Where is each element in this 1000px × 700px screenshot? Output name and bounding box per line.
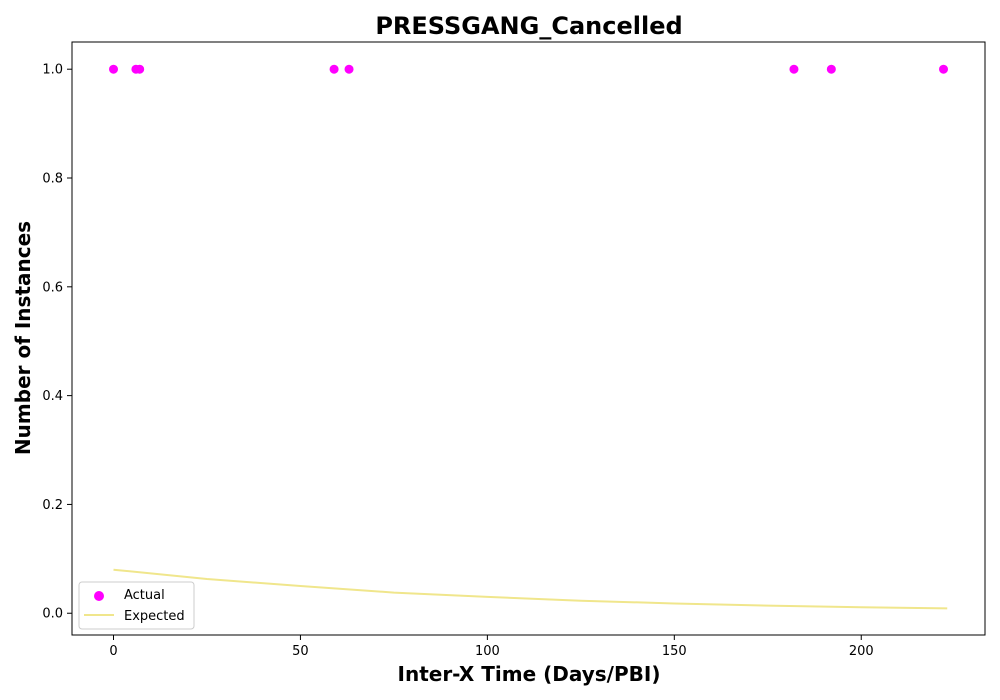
x-tick-label: 100 bbox=[475, 644, 500, 659]
y-axis-title: Number of Instances bbox=[11, 221, 35, 455]
plot-frame bbox=[71, 41, 986, 636]
y-tick-label: 1.0 bbox=[42, 63, 63, 78]
y-tick-label: 0.4 bbox=[42, 389, 63, 404]
expected-series bbox=[113, 568, 948, 610]
actual-point bbox=[826, 64, 836, 74]
legend-box bbox=[78, 581, 195, 630]
actual-point bbox=[329, 64, 339, 74]
x-axis-title: Inter-X Time (Days/PBI) bbox=[398, 662, 661, 686]
legend-marker-actual bbox=[94, 591, 104, 601]
actual-point bbox=[344, 64, 354, 74]
x-tick-label: 0 bbox=[109, 644, 117, 659]
plot-area: 0 50 100 150 200 0.0 0.2 0.4 0.6 0.8 1.0 bbox=[42, 41, 986, 659]
actual-series bbox=[109, 64, 948, 74]
legend: Actual Expected bbox=[78, 581, 195, 630]
y-tick-label: 0.2 bbox=[42, 498, 63, 513]
x-tick-label: 150 bbox=[662, 644, 687, 659]
actual-point bbox=[939, 64, 948, 74]
y-tick-label: 0.0 bbox=[42, 607, 63, 622]
chart-title: PRESSGANG_Cancelled bbox=[375, 12, 682, 40]
expected-line bbox=[113, 568, 948, 610]
x-axis-ticks: 0 50 100 150 200 bbox=[109, 635, 874, 659]
legend-label-expected: Expected bbox=[124, 609, 185, 624]
actual-point bbox=[789, 64, 799, 74]
y-tick-label: 0.8 bbox=[42, 172, 63, 187]
actual-point bbox=[109, 64, 118, 74]
y-tick-label: 0.6 bbox=[42, 280, 63, 295]
x-tick-label: 50 bbox=[292, 644, 309, 659]
actual-point bbox=[135, 64, 145, 74]
y-axis-ticks: 0.0 0.2 0.4 0.6 0.8 1.0 bbox=[42, 63, 72, 622]
x-tick-label: 200 bbox=[849, 644, 874, 659]
legend-label-actual: Actual bbox=[124, 588, 165, 603]
